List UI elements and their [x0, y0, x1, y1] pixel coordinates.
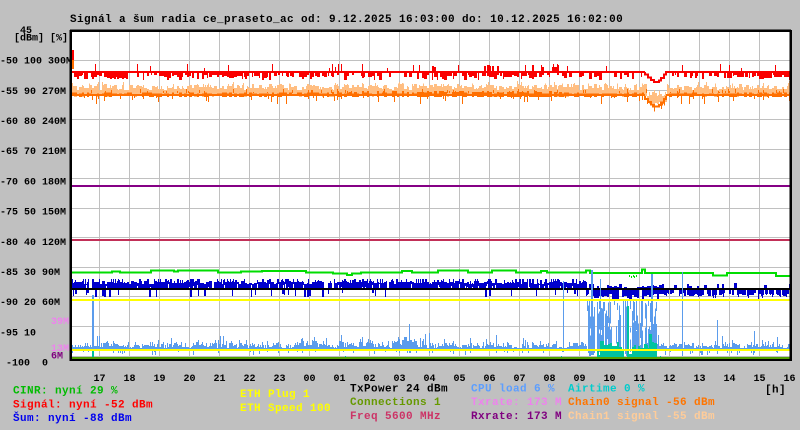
svg-text:21: 21	[213, 374, 225, 385]
svg-text:00: 00	[303, 374, 315, 385]
svg-text:-85 30 90M: -85 30 90M	[0, 268, 60, 279]
svg-text:16: 16	[783, 374, 795, 385]
svg-text:14: 14	[723, 374, 735, 385]
svg-text:10: 10	[603, 374, 615, 385]
svg-text:09: 09	[573, 374, 585, 385]
svg-text:-75 50 150M: -75 50 150M	[0, 208, 66, 219]
svg-text:Freq 5600 MHz: Freq 5600 MHz	[350, 411, 441, 423]
svg-text:Chain1 signal -55 dBm: Chain1 signal -55 dBm	[568, 411, 715, 423]
svg-text:15: 15	[753, 374, 765, 385]
svg-text:13M: 13M	[51, 344, 69, 355]
svg-text:Signál a šum radia ce_praseto_: Signál a šum radia ce_praseto_ac od: 9.1…	[70, 14, 623, 26]
svg-text:ETH Speed 100: ETH Speed 100	[240, 403, 331, 415]
svg-text:Connections 1: Connections 1	[350, 397, 441, 409]
svg-text:02: 02	[363, 374, 375, 385]
svg-text:22: 22	[243, 374, 255, 385]
svg-text:03: 03	[393, 374, 405, 385]
svg-text:TxPower 24 dBm: TxPower 24 dBm	[350, 383, 448, 395]
svg-text:23: 23	[273, 374, 285, 385]
svg-text:13: 13	[693, 374, 705, 385]
svg-text:Chain0 signal -56 dBm: Chain0 signal -56 dBm	[568, 397, 715, 409]
svg-text:08: 08	[543, 374, 555, 385]
svg-text:18: 18	[123, 374, 135, 385]
svg-text:-95 10: -95 10	[0, 328, 36, 339]
svg-text:Signál: nyní -52 dBm: Signál: nyní -52 dBm	[13, 399, 153, 411]
svg-text:12: 12	[663, 374, 675, 385]
svg-text:39M: 39M	[51, 317, 69, 328]
svg-text:17: 17	[93, 374, 105, 385]
svg-text:05: 05	[453, 374, 465, 385]
svg-text:Rxrate: 173 M: Rxrate: 173 M	[471, 411, 562, 423]
svg-text:CPU load 6 %: CPU load 6 %	[471, 383, 555, 395]
svg-text:Txrate: 173 M: Txrate: 173 M	[471, 397, 562, 409]
svg-text:45: 45	[20, 26, 32, 37]
svg-text:-60 80 240M: -60 80 240M	[0, 117, 66, 128]
svg-text:-70 60 180M: -70 60 180M	[0, 177, 66, 188]
svg-text:20: 20	[183, 374, 195, 385]
svg-text:[h]: [h]	[765, 385, 786, 397]
svg-text:CINR: nyní 29 %: CINR: nyní 29 %	[13, 386, 118, 398]
svg-text:-80 40 120M: -80 40 120M	[0, 238, 66, 249]
svg-text:-65 70 210M: -65 70 210M	[0, 147, 66, 158]
svg-text:-100 0: -100 0	[6, 359, 48, 370]
svg-text:-90 20 60M: -90 20 60M	[0, 298, 60, 309]
svg-text:6M: 6M	[51, 352, 63, 363]
svg-text:07: 07	[513, 374, 525, 385]
svg-text:-55 90 270M: -55 90 270M	[0, 87, 66, 98]
svg-text:[dBm] [%]: [dBm] [%]	[14, 33, 68, 45]
svg-text:04: 04	[423, 374, 435, 385]
svg-text:-50 100 300M: -50 100 300M	[0, 57, 72, 68]
svg-text:Airtime 0 %: Airtime 0 %	[568, 383, 645, 395]
svg-text:06: 06	[483, 374, 495, 385]
svg-text:Šum: nyní -88 dBm: Šum: nyní -88 dBm	[13, 411, 132, 425]
svg-text:11: 11	[633, 374, 645, 385]
svg-text:ETH Plug 1: ETH Plug 1	[240, 389, 310, 401]
svg-text:19: 19	[153, 374, 165, 385]
svg-text:01: 01	[333, 374, 345, 385]
